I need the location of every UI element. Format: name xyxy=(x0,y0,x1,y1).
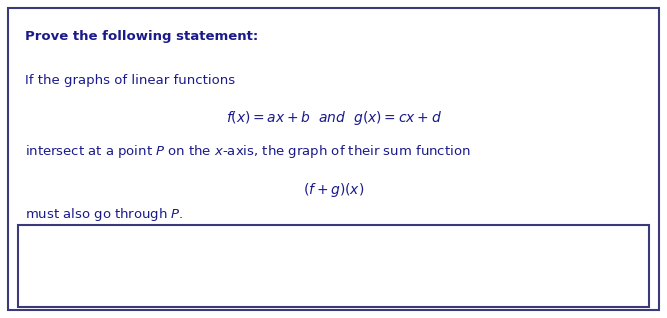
FancyBboxPatch shape xyxy=(18,225,649,307)
Text: Prove the following statement:: Prove the following statement: xyxy=(25,30,258,43)
Text: must also go through $P$.: must also go through $P$. xyxy=(25,206,183,223)
Text: If the graphs of linear functions: If the graphs of linear functions xyxy=(25,74,235,87)
Text: $f(x) = ax + b$  and  $g(x) = cx + d$: $f(x) = ax + b$ and $g(x) = cx + d$ xyxy=(225,108,442,127)
Text: $(f+g)(x)$: $(f+g)(x)$ xyxy=(303,181,364,199)
Text: intersect at a point $P$ on the $x$-axis, the graph of their sum function: intersect at a point $P$ on the $x$-axis… xyxy=(25,143,470,160)
FancyBboxPatch shape xyxy=(8,8,659,310)
